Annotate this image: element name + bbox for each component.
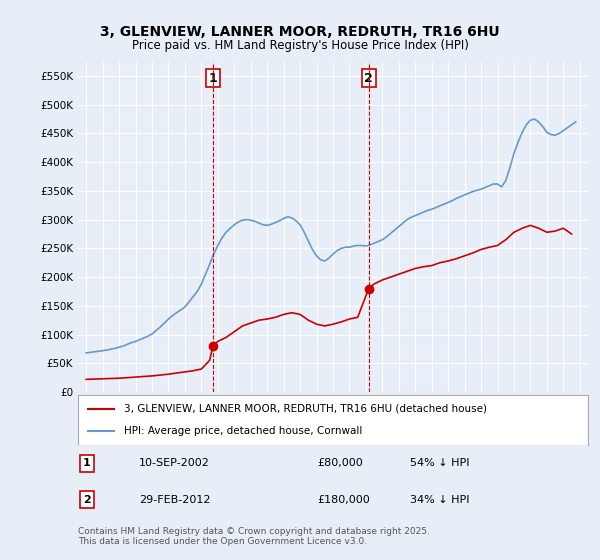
Text: 1: 1 <box>209 72 217 85</box>
Text: Contains HM Land Registry data © Crown copyright and database right 2025.
This d: Contains HM Land Registry data © Crown c… <box>78 526 430 546</box>
Text: HPI: Average price, detached house, Cornwall: HPI: Average price, detached house, Corn… <box>124 426 362 436</box>
Text: 3, GLENVIEW, LANNER MOOR, REDRUTH, TR16 6HU: 3, GLENVIEW, LANNER MOOR, REDRUTH, TR16 … <box>100 25 500 39</box>
Text: 3, GLENVIEW, LANNER MOOR, REDRUTH, TR16 6HU (detached house): 3, GLENVIEW, LANNER MOOR, REDRUTH, TR16 … <box>124 404 487 414</box>
Text: 2: 2 <box>83 495 91 505</box>
Text: 10-SEP-2002: 10-SEP-2002 <box>139 459 210 468</box>
Text: 34% ↓ HPI: 34% ↓ HPI <box>409 495 469 505</box>
Text: Price paid vs. HM Land Registry's House Price Index (HPI): Price paid vs. HM Land Registry's House … <box>131 39 469 52</box>
Text: £80,000: £80,000 <box>318 459 364 468</box>
Text: 1: 1 <box>83 459 91 468</box>
Text: 29-FEB-2012: 29-FEB-2012 <box>139 495 211 505</box>
Text: 2: 2 <box>364 72 373 85</box>
Text: £180,000: £180,000 <box>318 495 370 505</box>
Text: 54% ↓ HPI: 54% ↓ HPI <box>409 459 469 468</box>
